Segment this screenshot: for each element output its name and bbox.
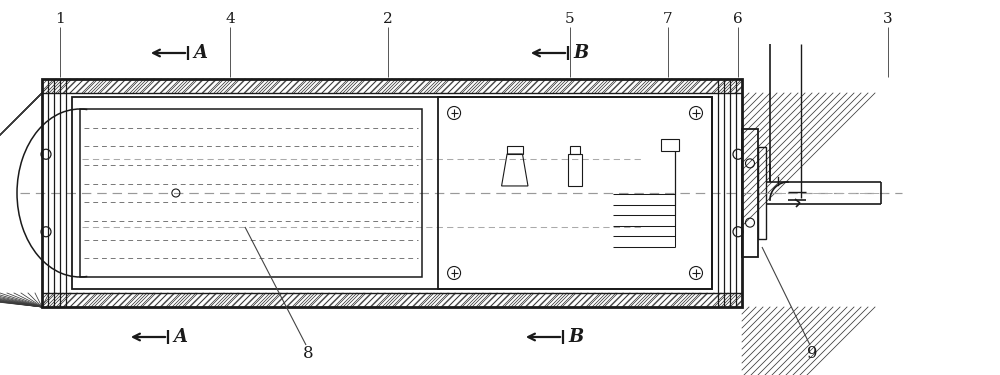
Bar <box>42 79 742 307</box>
Text: B: B <box>568 328 583 346</box>
Text: A: A <box>193 44 207 62</box>
Text: 5: 5 <box>565 12 575 26</box>
Text: 7: 7 <box>663 12 673 26</box>
Bar <box>507 146 523 154</box>
Bar <box>568 154 582 186</box>
Text: 4: 4 <box>225 12 235 26</box>
Text: B: B <box>573 44 588 62</box>
Bar <box>72 97 712 289</box>
Text: 9: 9 <box>807 345 817 362</box>
Text: 2: 2 <box>383 12 393 26</box>
Text: 1: 1 <box>55 12 65 26</box>
Bar <box>438 97 712 289</box>
Bar <box>80 109 422 277</box>
Bar <box>661 139 679 151</box>
Text: A: A <box>173 328 187 346</box>
Bar <box>742 129 758 257</box>
Text: 3: 3 <box>883 12 893 26</box>
Bar <box>758 147 766 238</box>
Text: 6: 6 <box>733 12 743 26</box>
Text: 8: 8 <box>303 345 313 362</box>
Bar <box>570 146 580 154</box>
